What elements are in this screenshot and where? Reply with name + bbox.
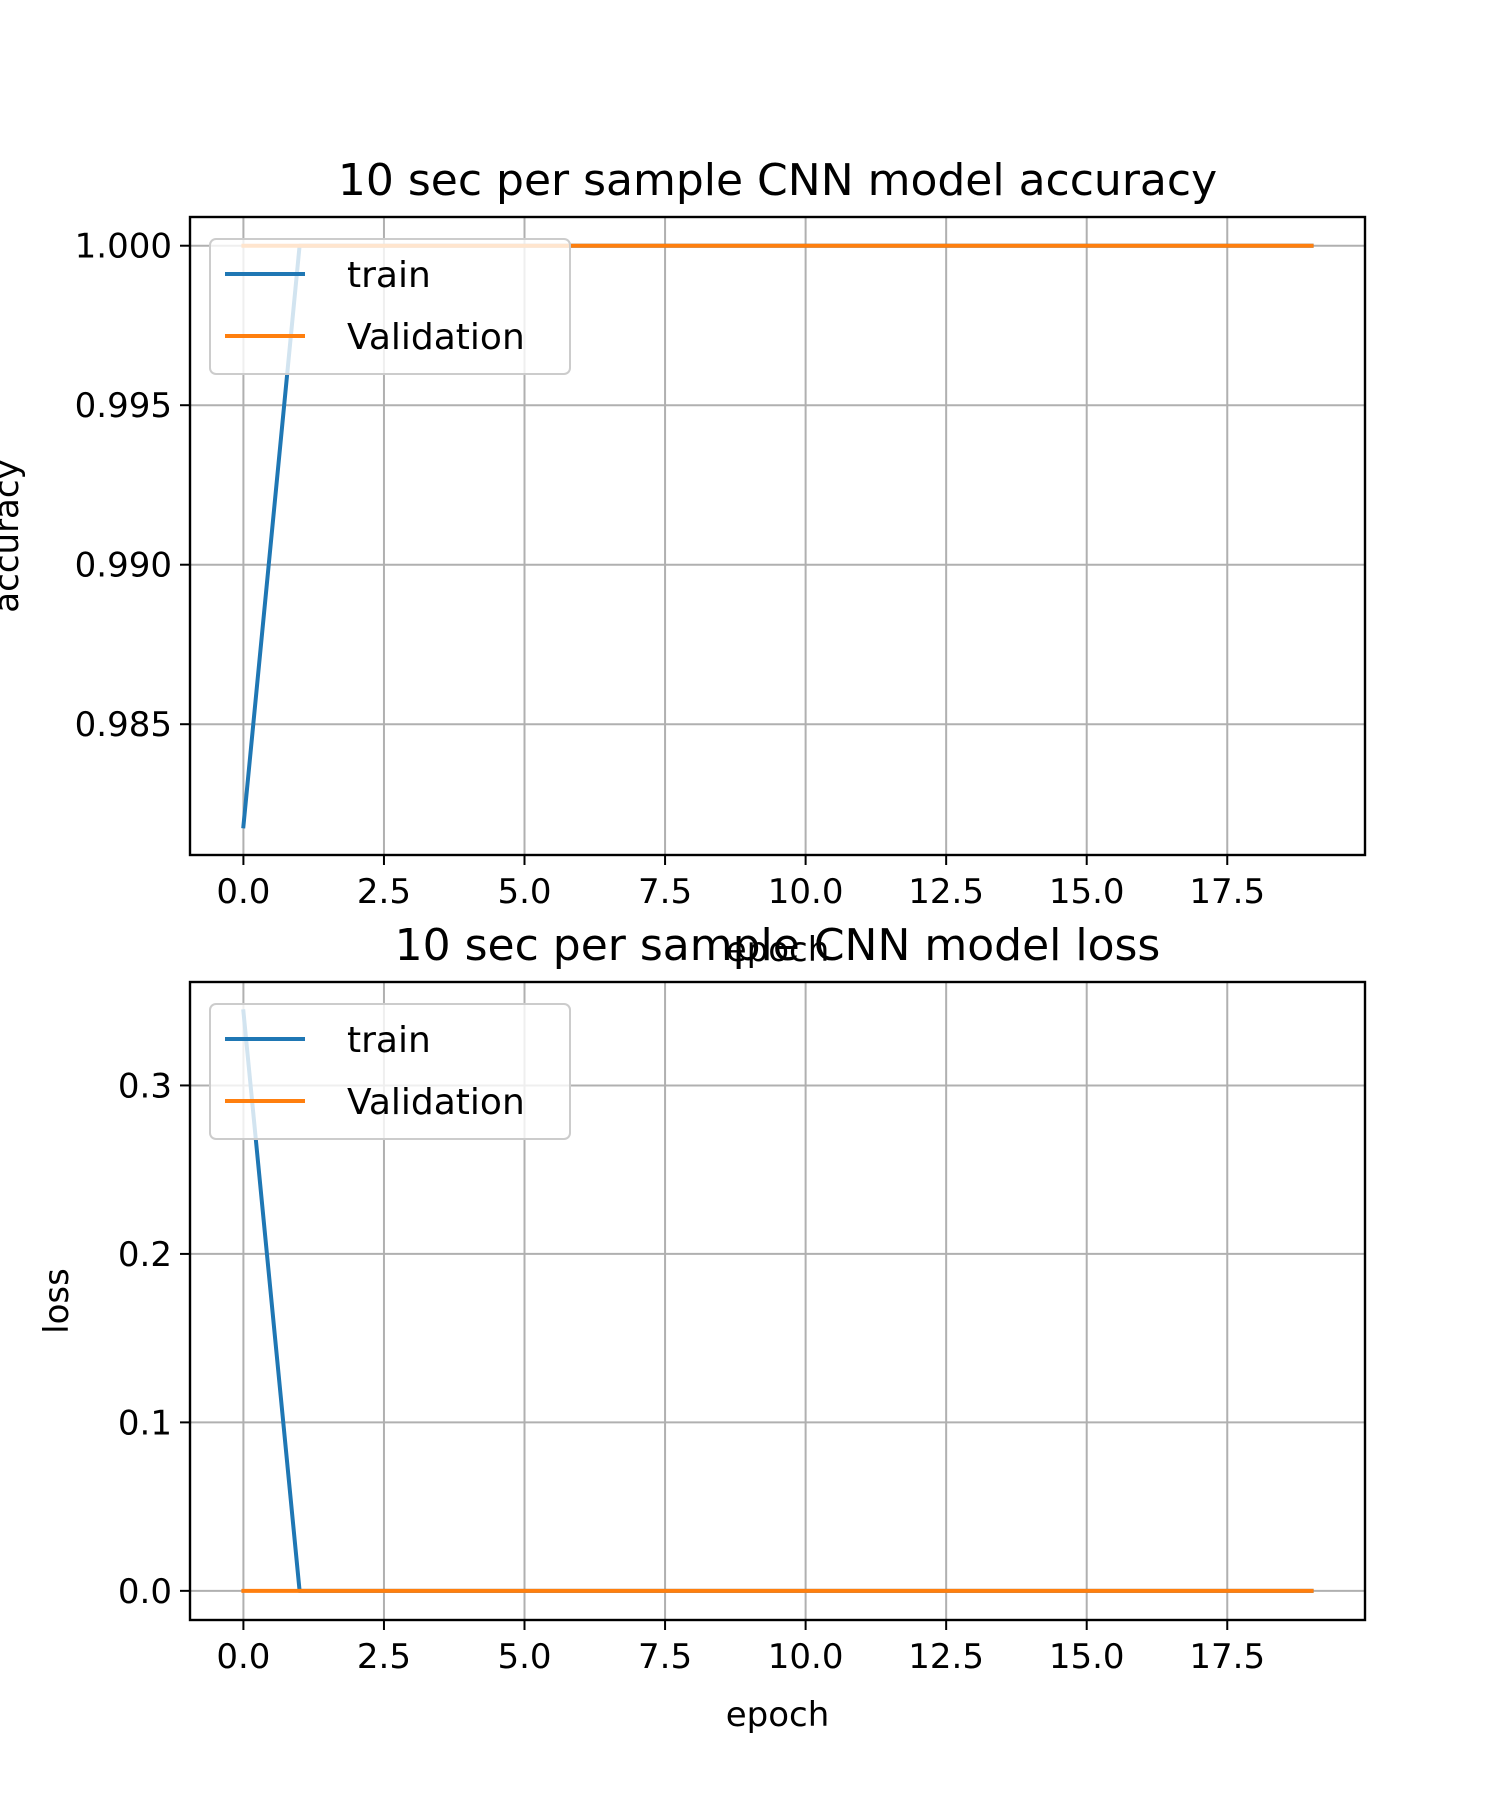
accuracy-x-tick-label: 5.0 [497,872,551,912]
loss-chart-title: 10 sec per sample CNN model loss [395,920,1161,971]
accuracy-axes-frame [188,215,1367,857]
loss-y-axis-label: loss [37,1268,77,1334]
loss-y-tick-label: 0.2 [118,1235,172,1275]
loss-legend-label-train: train [347,1020,431,1061]
accuracy-y-tick-label: 0.990 [75,546,172,586]
accuracy-y-axis-label: accuracy [0,459,27,612]
loss-legend-label-validation: Validation [347,1082,525,1123]
loss-x-tick-label: 12.5 [908,1637,984,1677]
loss-series [241,1009,1314,1593]
loss-y-tick-label: 0.0 [118,1572,172,1612]
accuracy-x-tick-label: 0.0 [216,872,270,912]
loss-grid [190,982,1365,1620]
loss-x-tick-label: 10.0 [768,1637,844,1677]
loss-x-tick-label: 5.0 [497,1637,551,1677]
loss-legend: train Validation [209,1003,571,1140]
accuracy-x-axis-label: epoch [726,930,830,970]
accuracy-legend-label-train: train [347,255,431,296]
loss-x-tick-label: 7.5 [638,1637,692,1677]
loss-ticks: 0.0 2.5 5.0 7.5 10.0 12.5 15.0 17.5 0.0 0.1 0.2 0.3 [118,1066,1265,1677]
accuracy-y-tick-label: 0.985 [75,705,172,745]
accuracy-x-tick-label: 17.5 [1189,872,1265,912]
accuracy-legend: train Validation [209,238,571,375]
accuracy-x-tick-label: 12.5 [908,872,984,912]
accuracy-y-tick-label: 0.995 [75,386,172,426]
loss-x-axis-label: epoch [726,1695,830,1735]
accuracy-x-tick-label: 7.5 [638,872,692,912]
loss-x-tick-label: 15.0 [1049,1637,1125,1677]
accuracy-chart-title: 10 sec per sample CNN model accuracy [338,155,1217,206]
accuracy-x-tick-label: 10.0 [768,872,844,912]
loss-axes-frame [188,980,1367,1622]
loss-y-tick-label: 0.1 [118,1403,172,1443]
accuracy-x-tick-label: 15.0 [1049,872,1125,912]
accuracy-y-tick-label: 1.000 [75,227,172,267]
accuracy-chart: 0.0 2.5 5.0 7.5 10.0 12.5 15.0 17.5 0.985 0.990 0.… [0,155,1367,970]
loss-x-tick-label: 0.0 [216,1637,270,1677]
accuracy-legend-label-validation: Validation [347,317,525,358]
accuracy-x-tick-label: 2.5 [357,872,411,912]
loss-x-tick-label: 17.5 [1189,1637,1265,1677]
accuracy-ticks: 0.0 2.5 5.0 7.5 10.0 12.5 15.0 17.5 0.985 0.990 0.… [75,227,1265,912]
loss-chart: 0.0 2.5 5.0 7.5 10.0 12.5 15.0 17.5 0.0 0.1 0.2 0.3… [37,920,1367,1735]
loss-x-tick-label: 2.5 [357,1637,411,1677]
loss-y-tick-label: 0.3 [118,1066,172,1106]
